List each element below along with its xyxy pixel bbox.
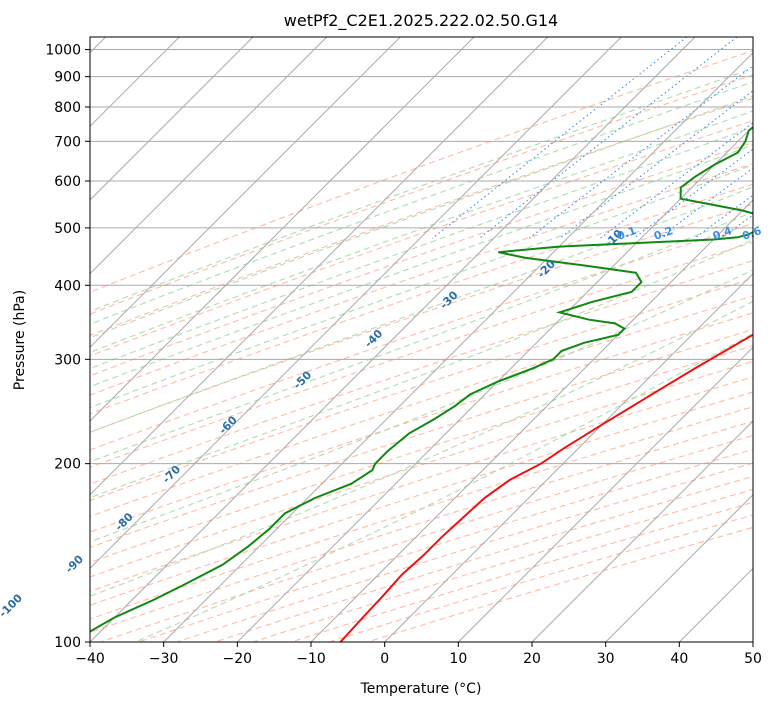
dewpoint-profile <box>90 126 753 633</box>
dry-adiabat <box>90 420 753 634</box>
isotherm-line <box>90 37 328 275</box>
chart-title: wetPf2_C2E1.2025.222.02.50.G14 <box>284 11 558 31</box>
isotherm-line <box>90 37 254 201</box>
x-tick-label: −10 <box>296 651 326 667</box>
mixing-ratio-label: 0.6 <box>740 224 763 243</box>
mixing-ratio-line <box>760 37 775 238</box>
moist-adiabat <box>90 144 753 388</box>
dry-adiabat <box>214 475 753 642</box>
dry-adiabat <box>90 141 753 377</box>
moist-adiabat <box>90 81 753 325</box>
dry-adiabat <box>90 260 753 485</box>
moist-adiabat <box>90 95 753 339</box>
mixing-ratio-line <box>432 37 688 239</box>
dry-adiabat <box>90 376 753 592</box>
y-tick-label: 1000 <box>45 43 81 59</box>
height-label: -70 <box>160 463 183 486</box>
isotherm-line <box>310 199 753 642</box>
dry-adiabat <box>90 50 753 293</box>
x-tick-label: 30 <box>597 651 615 667</box>
dry-adiabat <box>90 328 753 549</box>
dry-adiabat <box>90 222 753 451</box>
dry-adiabat <box>90 277 753 502</box>
dry-adiabat <box>90 183 753 415</box>
x-tick-label: −30 <box>149 651 179 667</box>
dry-adiabat <box>100 434 753 642</box>
isotherm-line <box>90 37 549 496</box>
moist-adiabat <box>90 186 753 433</box>
isotherm-line <box>90 37 401 349</box>
moist-adiabat <box>90 110 753 354</box>
y-tick-label: 700 <box>54 134 81 150</box>
background-lines <box>90 37 775 642</box>
dry-adiabat <box>90 295 753 518</box>
y-tick-label: 200 <box>54 457 81 473</box>
isotherm-line <box>163 51 753 642</box>
height-label: -60 <box>217 413 240 436</box>
height-label: -40 <box>362 327 385 350</box>
moist-adiabat <box>90 269 753 543</box>
dry-adiabat <box>90 360 753 578</box>
y-tick-label: 500 <box>54 221 81 237</box>
x-tick-label: 50 <box>744 651 762 667</box>
x-tick-label: 40 <box>670 651 688 667</box>
y-tick-label: 100 <box>54 635 81 651</box>
dry-adiabat <box>90 344 753 563</box>
mixing-ratio-line <box>599 122 753 239</box>
isotherm-line <box>752 641 753 642</box>
isotherm-line <box>236 125 753 642</box>
x-tick-label: −20 <box>223 651 253 667</box>
mixing-ratio-label: 0.4 <box>711 224 734 243</box>
moist-adiabat <box>90 239 753 499</box>
dry-adiabat <box>90 203 753 433</box>
isotherm-line <box>531 420 753 642</box>
temperature-profile <box>339 333 753 642</box>
x-tick-label: 20 <box>523 651 541 667</box>
dry-adiabat <box>90 120 753 357</box>
height-label: -30 <box>437 288 460 311</box>
y-tick-label: 600 <box>54 174 81 190</box>
y-tick-label: 900 <box>54 70 81 86</box>
isotherm-line <box>678 567 753 642</box>
dry-adiabat <box>90 312 753 533</box>
y-tick-label: 800 <box>54 100 81 116</box>
isotherm-line <box>457 346 753 642</box>
moist-adiabat <box>135 332 753 642</box>
moist-adiabat <box>90 300 753 597</box>
height-label: -80 <box>113 510 136 533</box>
x-tick-label: 10 <box>449 651 467 667</box>
isotherm-line <box>90 37 622 570</box>
x-axis-title: Temperature (°C) <box>360 681 482 697</box>
x-tick-label: −40 <box>75 651 105 667</box>
moist-adiabat <box>90 211 753 463</box>
dry-adiabat <box>90 74 753 315</box>
mixing-ratio-line <box>478 37 738 239</box>
isotherm-line <box>605 493 753 642</box>
height-label: -100 <box>0 591 25 620</box>
plot-frame <box>89 36 754 643</box>
y-tick-label: 300 <box>54 352 81 368</box>
height-label: -50 <box>291 368 314 391</box>
dry-adiabat <box>328 514 753 642</box>
isotherm-line <box>90 37 475 422</box>
y-tick-label: 400 <box>54 278 81 294</box>
dry-adiabat <box>90 241 753 468</box>
mixing-ratio-label: 0.2 <box>652 224 675 243</box>
x-tick-label: 0 <box>380 651 389 667</box>
mixing-ratio-label: 0.1 <box>615 224 638 243</box>
dry-adiabat <box>90 97 753 336</box>
axes: −40 −30 −20 −10 0 10 20 30 40 50 100 200 300 400 500 60… <box>45 43 762 667</box>
isotherm-line <box>384 272 753 642</box>
moist-adiabat <box>90 126 753 370</box>
height-label: -90 <box>63 552 86 575</box>
moist-adiabat <box>90 164 753 409</box>
y-axis-title: Pressure (hPa) <box>12 290 28 390</box>
moist-adiabat <box>90 67 753 312</box>
dry-adiabat <box>90 391 753 606</box>
dry-adiabat <box>90 163 753 396</box>
isotherm-line <box>90 37 696 642</box>
mixing-ratio-line <box>658 167 753 239</box>
profile-lines <box>90 126 753 642</box>
